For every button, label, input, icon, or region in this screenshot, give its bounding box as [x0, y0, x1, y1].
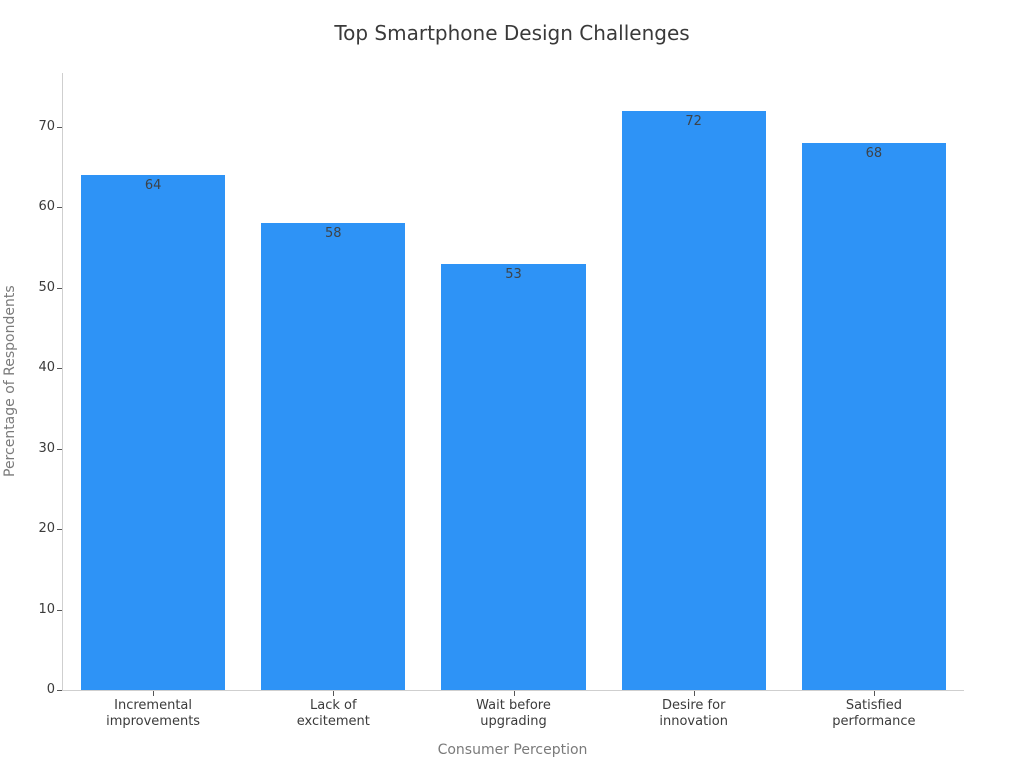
y-tick-mark-7: [57, 126, 62, 128]
y-tick-mark-5: [57, 287, 62, 289]
x-axis-label: Consumer Perception: [437, 742, 588, 758]
bar-value-label-3: 72: [685, 113, 702, 129]
y-tick-label-1: 10: [38, 601, 55, 617]
bar-value-label-2: 53: [505, 266, 522, 282]
y-tick-mark-3: [57, 448, 62, 450]
y-tick-mark-0: [57, 690, 62, 691]
x-tick-mark-0: [153, 691, 155, 696]
bar-0: 64: [81, 175, 226, 690]
y-tick-mark-4: [57, 368, 62, 370]
y-tick-label-7: 70: [38, 118, 55, 134]
y-tick-label-4: 40: [38, 360, 55, 376]
bar-value-label-4: 68: [865, 146, 883, 161]
x-tick-mark-2: [513, 691, 515, 696]
x-tick-label-1: Lack of excitement: [296, 698, 370, 729]
bar-value-label-0: 64: [144, 178, 162, 194]
y-axis-label: Percentage of Respondents: [2, 285, 18, 478]
x-tick-label-3: Desire for innovation: [659, 698, 728, 729]
plot-area: 64 Incremental improvements 58 Lack of exci…: [38, 73, 964, 729]
y-tick-mark-1: [57, 609, 62, 611]
y-tick-label-2: 20: [38, 521, 55, 537]
x-tick-mark-1: [333, 691, 335, 696]
chart-title: Top Smartphone Design Challenges: [334, 21, 690, 45]
bar-1: 58: [261, 223, 406, 690]
bar-4: 68: [801, 143, 946, 690]
x-tick-label-4: Satisfied performance: [832, 698, 916, 729]
bar-2: 53: [441, 263, 586, 690]
y-tick-label-0: 0: [46, 682, 55, 697]
x-tick-label-0: Incremental improvements: [106, 698, 201, 729]
bar-value-label-1: 58: [325, 226, 342, 242]
bar-3: 72: [621, 110, 766, 690]
x-tick-mark-4: [873, 691, 875, 696]
y-tick-label-5: 50: [38, 279, 55, 295]
x-tick-mark-3: [693, 691, 695, 696]
y-tick-label-3: 30: [38, 440, 55, 456]
y-tick-mark-6: [57, 207, 62, 209]
x-tick-label-2: Wait before upgrading: [476, 698, 551, 729]
y-tick-label-6: 60: [38, 199, 55, 215]
y-tick-mark-2: [57, 529, 62, 531]
